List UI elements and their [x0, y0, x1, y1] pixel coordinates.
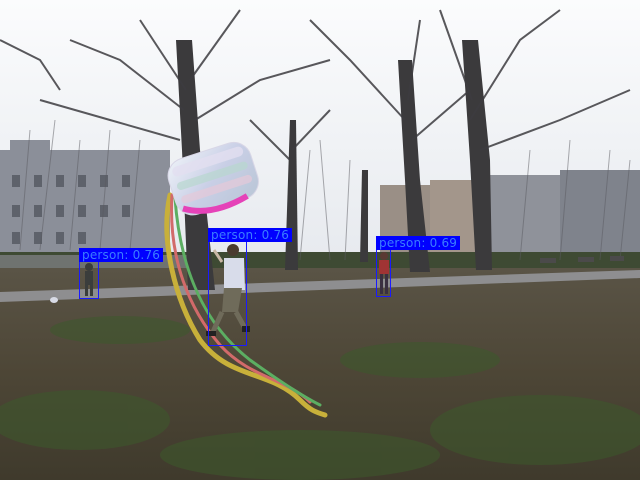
person-right: [379, 252, 389, 294]
person-far-left: [85, 263, 93, 296]
detection-label: person: 0.76: [208, 228, 293, 242]
kite: [167, 141, 259, 216]
detection-label: person: 0.69: [376, 236, 461, 250]
frisbee: [50, 297, 58, 303]
detection-box-person-right: [376, 248, 391, 297]
detection-box-person-left: [79, 260, 99, 299]
kite-tail: [164, 192, 328, 418]
building-windows: [12, 175, 130, 244]
detection-box-person-center: [208, 241, 247, 346]
footpath: [0, 270, 640, 302]
tree-branches: [0, 9, 631, 161]
grass-patches: [0, 316, 640, 480]
benches: [540, 256, 624, 263]
bare-treetops: [19, 119, 631, 261]
detection-label: person: 0.76: [79, 248, 164, 262]
